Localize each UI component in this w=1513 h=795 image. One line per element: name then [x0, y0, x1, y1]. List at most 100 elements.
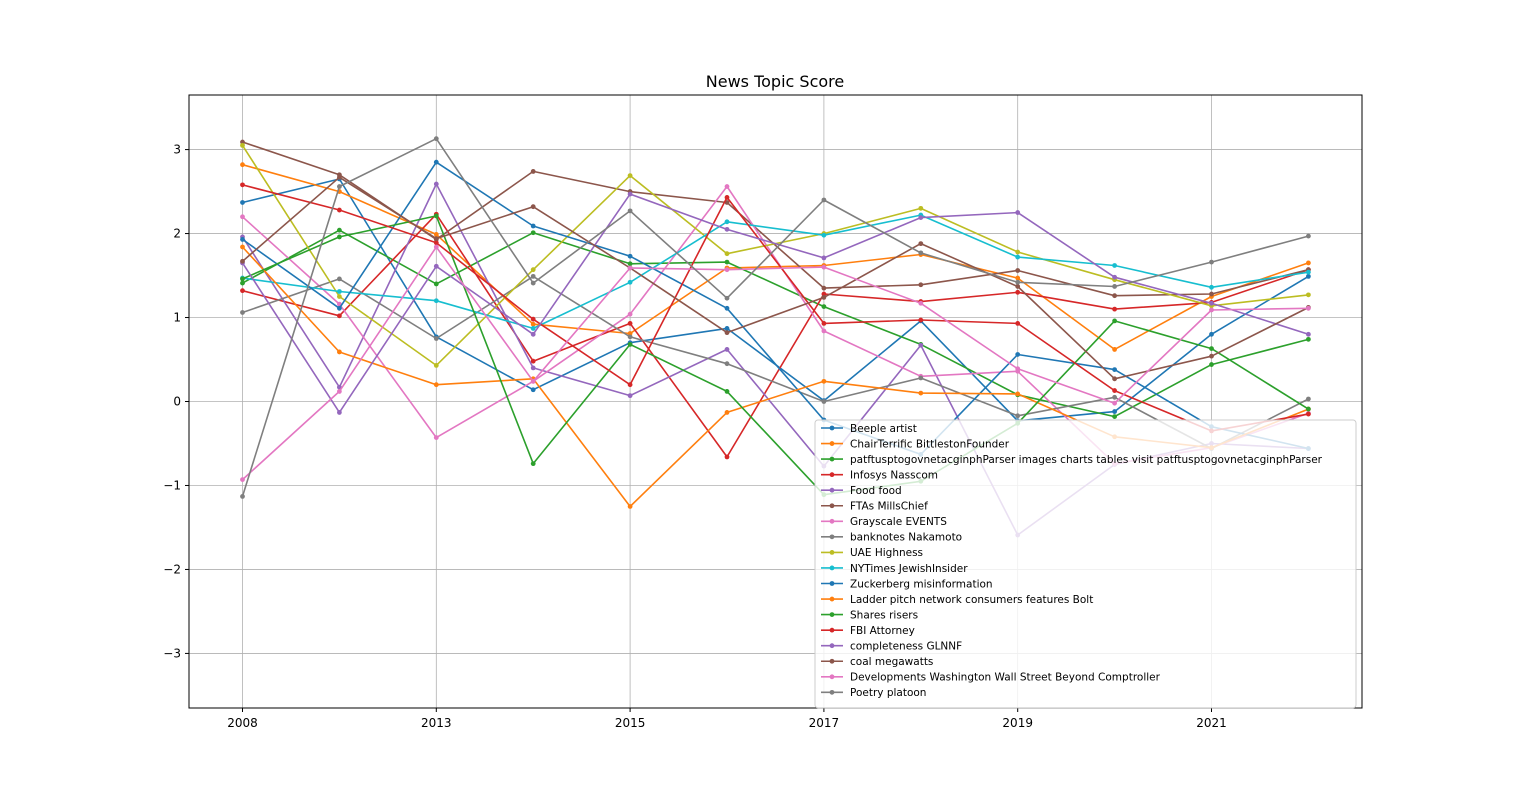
legend: Beeple artist ChairTerrific BittlestonFou… [814, 419, 1357, 709]
data-point [433, 336, 439, 341]
series-line [242, 275, 1309, 450]
series-line [242, 229, 1309, 418]
data-point [1209, 291, 1214, 297]
data-point [1306, 273, 1311, 279]
data-point [1112, 414, 1117, 420]
data-point [240, 310, 245, 315]
data-point [1112, 388, 1117, 393]
data-point [918, 241, 924, 247]
data-point [1306, 292, 1311, 298]
legend-swatch-marker [829, 674, 835, 680]
data-point [918, 342, 924, 348]
data-point [433, 281, 439, 287]
data-point [240, 200, 245, 205]
x-tick-label: 2015 [615, 716, 646, 730]
data-point [1015, 279, 1021, 285]
data-point [627, 261, 633, 267]
data-point [724, 389, 730, 394]
data-point [627, 265, 633, 271]
data-point [1209, 362, 1214, 367]
data-point [1112, 284, 1117, 289]
legend-entry-label: Developments Washington Wall Street Beyo… [850, 672, 1161, 684]
legend-swatch-marker [829, 689, 835, 695]
data-point [918, 300, 924, 306]
data-point [627, 208, 633, 214]
data-point [724, 347, 730, 352]
data-point [240, 214, 245, 220]
data-point [1112, 394, 1117, 400]
data-point [1015, 413, 1021, 419]
data-point [337, 184, 342, 189]
chart-title: News Topic Score [706, 72, 844, 91]
legend-entry-label: Shares risers [850, 609, 918, 621]
data-point [821, 328, 827, 334]
data-point [1306, 411, 1311, 417]
legend-swatch-marker [829, 612, 835, 617]
legend-entry-label: Beeple artist [850, 423, 917, 435]
data-point [1015, 275, 1021, 281]
legend-entry-label: FTAs MillsChief [850, 501, 928, 513]
data-point [1209, 353, 1214, 359]
series-line [241, 137, 1309, 497]
legend-swatch-marker [829, 518, 835, 524]
data-point [724, 226, 730, 232]
data-point [724, 326, 730, 331]
legend-swatch-marker [829, 658, 835, 664]
data-point [1306, 305, 1311, 311]
x-tick-label: 2008 [227, 716, 258, 730]
legend-swatch-marker [829, 581, 835, 586]
data-point [724, 184, 730, 189]
data-point [337, 289, 342, 294]
data-point [337, 294, 342, 299]
data-point [918, 375, 924, 381]
series-line [241, 246, 1309, 481]
data-point [918, 282, 924, 288]
y-tick-label: 3 [173, 143, 181, 157]
data-point [337, 410, 342, 415]
legend-swatch-marker [829, 503, 835, 509]
y-tick-label: −3 [163, 646, 181, 660]
data-point [1306, 336, 1311, 342]
data-point [724, 330, 730, 336]
legend-swatch-marker [829, 487, 835, 493]
data-point [1112, 409, 1117, 414]
data-point [240, 237, 245, 242]
data-point [1015, 249, 1021, 255]
data-point [1209, 346, 1214, 351]
data-point [918, 390, 924, 396]
data-point [530, 169, 536, 174]
data-point [918, 205, 924, 211]
data-point [1015, 210, 1021, 215]
data-point [821, 378, 827, 384]
data-point [240, 280, 245, 286]
data-point [627, 253, 633, 259]
data-point [433, 213, 439, 219]
data-point [530, 378, 536, 384]
data-point [433, 136, 439, 142]
data-point [433, 362, 439, 368]
series-group [240, 174, 1311, 382]
legend-swatch-marker [829, 596, 835, 602]
data-point [1015, 321, 1021, 326]
data-point [530, 230, 536, 236]
data-point [1306, 260, 1311, 266]
data-point [530, 223, 536, 229]
data-point [433, 231, 439, 237]
data-point [530, 273, 536, 279]
series-line [242, 163, 1309, 351]
data-point [240, 493, 245, 499]
y-tick-label: −1 [163, 478, 181, 492]
data-point [821, 321, 827, 326]
y-tick-label: −2 [163, 562, 181, 576]
legend-entry-label: Zuckerberg misinformation [850, 578, 993, 590]
data-point [724, 219, 730, 225]
data-point [821, 232, 827, 238]
data-point [337, 207, 342, 213]
y-tick-label: 2 [173, 227, 181, 241]
series-line [242, 215, 1309, 496]
y-tick-label: 1 [173, 311, 181, 325]
legend-entry-label: Poetry platoon [850, 687, 926, 699]
data-point [1015, 268, 1021, 273]
data-point [1306, 331, 1311, 337]
data-point [433, 382, 439, 388]
